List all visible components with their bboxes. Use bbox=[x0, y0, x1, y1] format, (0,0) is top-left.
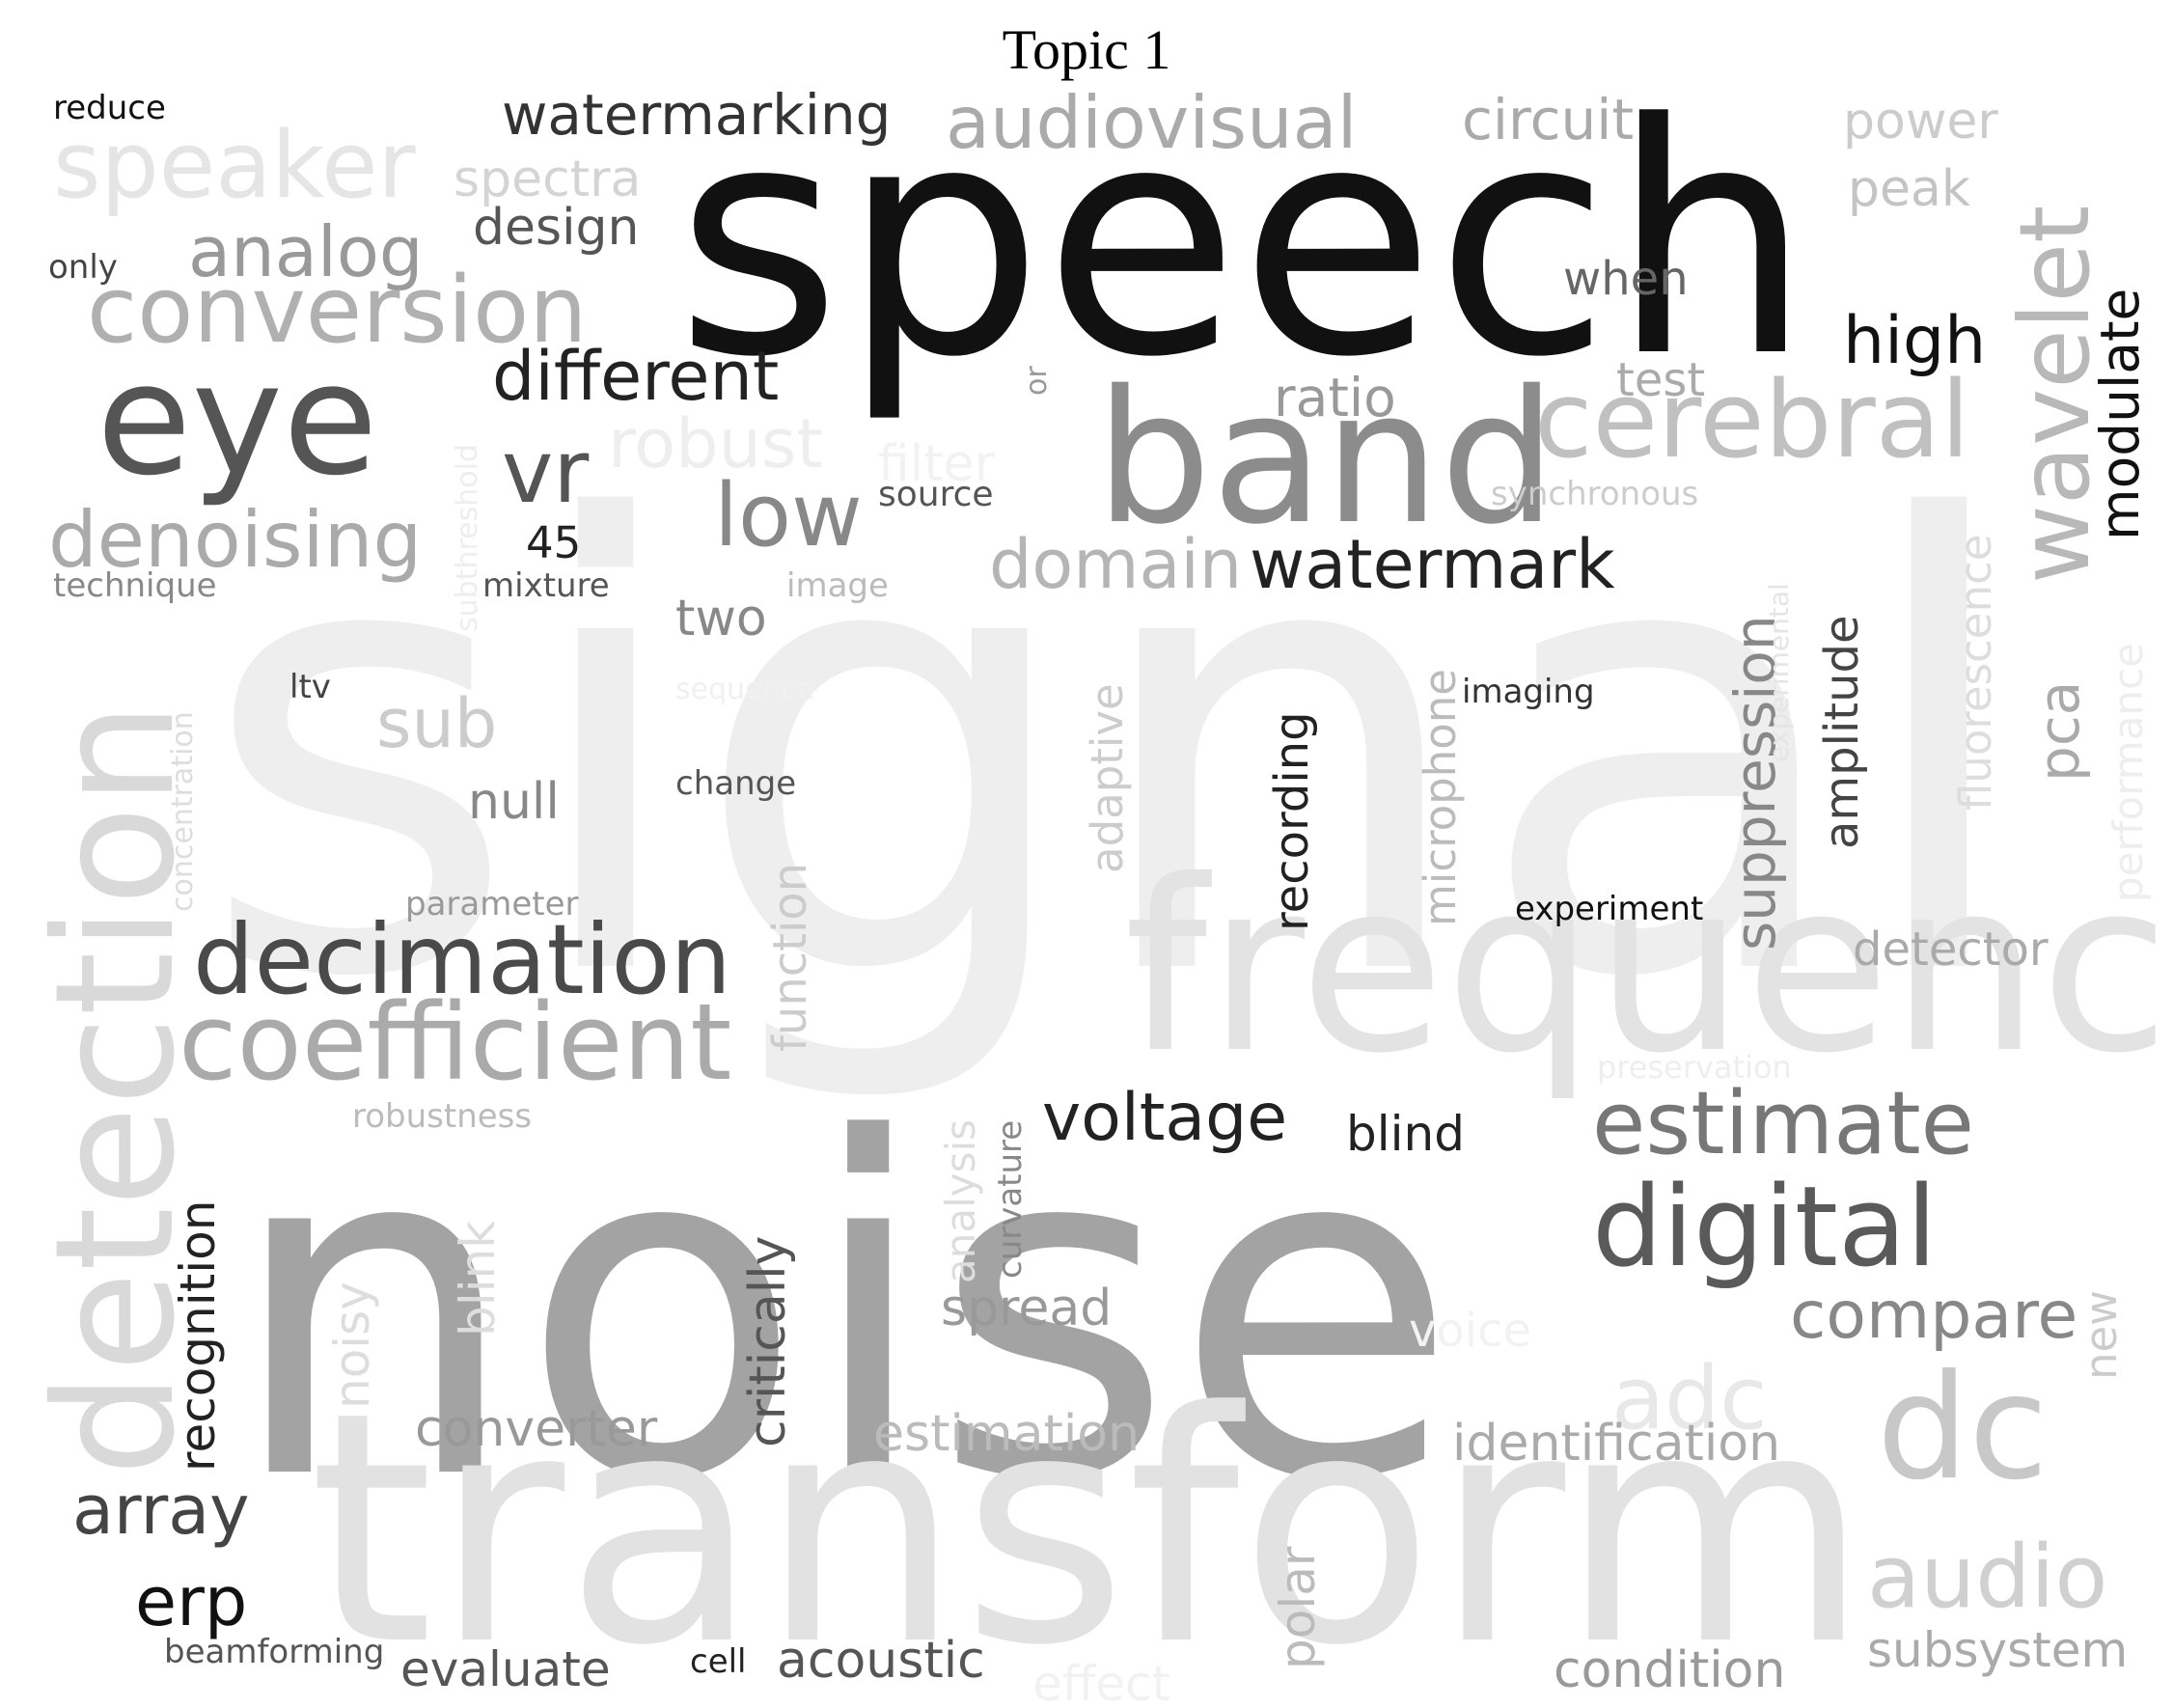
word-experiment: experiment bbox=[1515, 890, 1704, 928]
word-frequency: frequency bbox=[1124, 830, 2173, 1105]
word-voice: voice bbox=[1409, 1304, 1532, 1358]
word-signal: signal bbox=[198, 393, 2025, 1112]
word-beamforming: beamforming bbox=[164, 1633, 385, 1671]
word-transform: transform bbox=[309, 1344, 1870, 1708]
word-polar: polar bbox=[1270, 1546, 1326, 1669]
word-converter: converter bbox=[415, 1400, 658, 1458]
word-condition: condition bbox=[1554, 1641, 1786, 1699]
word-detector: detector bbox=[1853, 923, 2049, 977]
word-blind: blind bbox=[1346, 1106, 1465, 1162]
word-45: 45 bbox=[526, 517, 582, 568]
word-spread: spread bbox=[941, 1280, 1113, 1337]
word-ratio: ratio bbox=[1274, 367, 1396, 428]
word-or: or bbox=[1020, 366, 1054, 396]
word-sequence: sequence bbox=[675, 673, 815, 706]
word-dc: dc bbox=[1877, 1344, 2049, 1512]
word-estimation: estimation bbox=[873, 1405, 1141, 1463]
word-analog: analog bbox=[188, 211, 424, 292]
word-recognition: recognition bbox=[170, 1199, 226, 1472]
word-performance: performance bbox=[2104, 643, 2152, 902]
word-analysis: analysis bbox=[937, 1118, 984, 1283]
word-circuit: circuit bbox=[1462, 87, 1635, 152]
word-cerebral: cerebral bbox=[1534, 358, 1970, 482]
word-eye: eye bbox=[96, 329, 378, 510]
word-domain: domain bbox=[989, 525, 1243, 604]
word-cell: cell bbox=[690, 1642, 747, 1681]
word-recording: recording bbox=[1265, 711, 1319, 931]
word-acoustic: acoustic bbox=[777, 1632, 985, 1690]
word-synchronous: synchronous bbox=[1491, 475, 1699, 513]
word-audio: audio bbox=[1867, 1527, 2108, 1628]
word-estimate: estimate bbox=[1592, 1073, 1975, 1174]
word-sub: sub bbox=[376, 684, 498, 763]
word-test: test bbox=[1616, 353, 1706, 407]
word-concentration: concentration bbox=[166, 711, 200, 912]
word-subsystem: subsystem bbox=[1867, 1622, 2129, 1678]
figure-title: Topic 1 bbox=[1002, 18, 1171, 81]
word-high: high bbox=[1843, 303, 1987, 379]
word-decimation: decimation bbox=[193, 903, 732, 1016]
word-amplitude: amplitude bbox=[1815, 615, 1869, 849]
word-experimental: experimental bbox=[1763, 583, 1795, 762]
word-array: array bbox=[72, 1471, 250, 1550]
word-compare: compare bbox=[1790, 1278, 2078, 1354]
word-identification: identification bbox=[1452, 1415, 1781, 1473]
word-coefficient: coefficient bbox=[179, 980, 732, 1104]
word-critically: critically bbox=[739, 1235, 797, 1447]
word-erp: erp bbox=[135, 1562, 248, 1641]
word-fluorescence: fluorescence bbox=[1950, 534, 2001, 811]
word-blink: blink bbox=[450, 1220, 506, 1336]
word-filter: filter bbox=[878, 435, 995, 493]
word-digital: digital bbox=[1592, 1163, 1938, 1292]
word-voltage: voltage bbox=[1042, 1080, 1288, 1156]
word-only: only bbox=[48, 248, 118, 287]
word-preservation: preservation bbox=[1597, 1049, 1792, 1086]
word-imaging: imaging bbox=[1462, 673, 1595, 711]
word-pca: pca bbox=[2026, 680, 2092, 782]
word-microphone: microphone bbox=[1415, 669, 1466, 926]
word-watermarking: watermarking bbox=[502, 82, 892, 148]
word-parameter: parameter bbox=[405, 885, 579, 923]
word-conversion: conversion bbox=[87, 258, 588, 364]
word-subthreshold: subthreshold bbox=[451, 444, 484, 632]
word-spectra: spectra bbox=[454, 151, 642, 208]
word-evaluate: evaluate bbox=[400, 1641, 611, 1697]
word-denoising: denoising bbox=[48, 495, 423, 585]
word-speech: speech bbox=[675, 56, 1813, 427]
word-robust: robust bbox=[608, 404, 823, 483]
word-source: source bbox=[878, 475, 994, 514]
word-adc: adc bbox=[1611, 1348, 1768, 1449]
word-watermark: watermark bbox=[1250, 525, 1615, 604]
word-modulate: modulate bbox=[2089, 288, 2151, 540]
word-speaker: speaker bbox=[53, 113, 416, 219]
word-peak: peak bbox=[1848, 160, 1970, 218]
word-adaptive: adaptive bbox=[1082, 683, 1133, 873]
word-image: image bbox=[786, 566, 889, 605]
word-null: null bbox=[468, 773, 560, 831]
word-mixture: mixture bbox=[482, 566, 610, 605]
word-different: different bbox=[492, 337, 780, 416]
word-noisy: noisy bbox=[324, 1281, 380, 1409]
word-ltv: ltv bbox=[289, 668, 331, 706]
word-when: when bbox=[1563, 252, 1689, 306]
word-robustness: robustness bbox=[352, 1097, 533, 1136]
word-two: two bbox=[675, 590, 767, 647]
word-low: low bbox=[714, 465, 863, 566]
word-change: change bbox=[675, 764, 797, 803]
word-vr: vr bbox=[502, 422, 590, 523]
word-design: design bbox=[473, 199, 640, 257]
word-noise: noise bbox=[227, 1042, 1459, 1582]
word-curvature: curvature bbox=[991, 1119, 1030, 1279]
word-new: new bbox=[2076, 1289, 2127, 1380]
word-band: band bbox=[1095, 351, 1557, 565]
word-function: function bbox=[763, 862, 817, 1052]
word-effect: effect bbox=[1032, 1656, 1171, 1708]
word-audiovisual: audiovisual bbox=[946, 80, 1358, 165]
word-technique: technique bbox=[53, 566, 217, 605]
word-reduce: reduce bbox=[53, 89, 166, 127]
word-power: power bbox=[1843, 93, 1998, 151]
